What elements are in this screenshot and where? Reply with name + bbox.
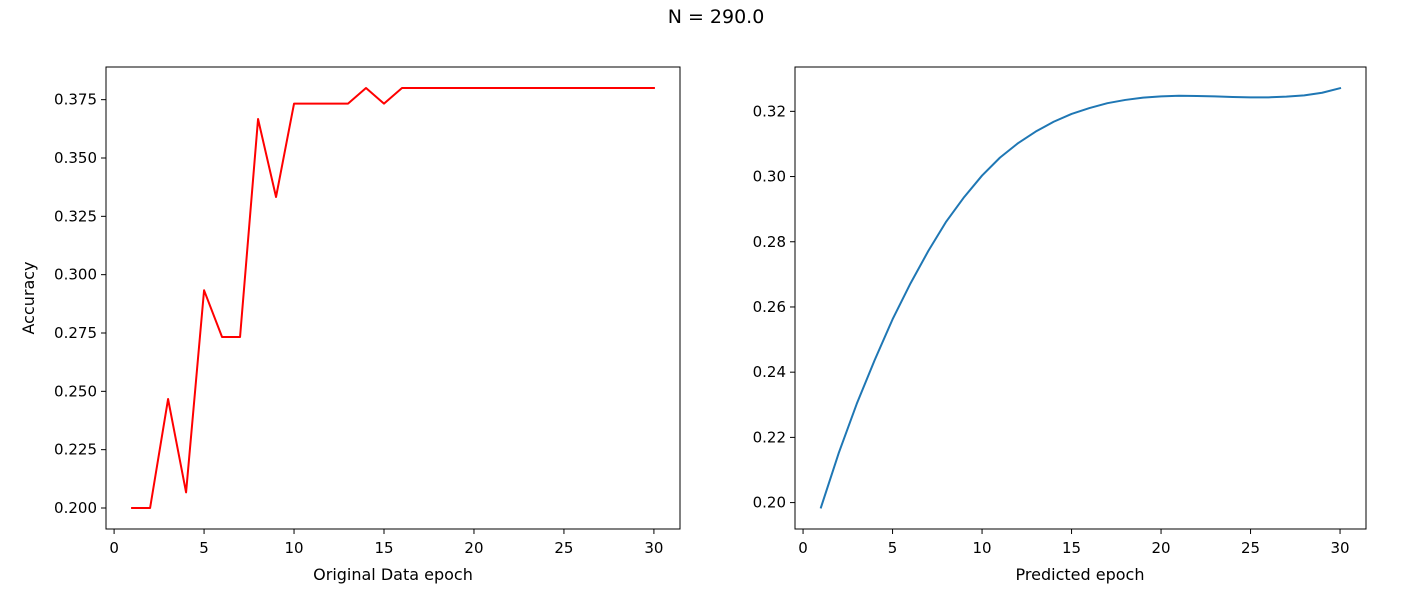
right-chart-xtick-label: 30 (1330, 539, 1349, 557)
left-chart-ytick-label: 0.325 (54, 207, 97, 225)
right-chart-predicted: Predicted epoch 0 5 10 15 20 25 30 0.20 0.22 0.24… (753, 66, 1367, 584)
left-chart-xtick-label: 15 (374, 539, 393, 557)
left-chart-accuracy-original: Original Data epoch Accuracy 0 5 10 15 20 25 3… (19, 66, 681, 584)
left-chart-ytick-label: 0.225 (54, 441, 97, 459)
left-chart-xtick-label: 25 (554, 539, 573, 557)
right-chart-ytick-label: 0.22 (753, 428, 786, 446)
right-chart-xlabel: Predicted epoch (1016, 565, 1145, 584)
right-chart-xtick-label: 15 (1062, 539, 1081, 557)
right-chart-ytick-label: 0.24 (753, 363, 786, 381)
left-chart-ytick-label: 0.300 (54, 266, 97, 284)
left-chart-ytick-label: 0.350 (54, 149, 97, 167)
left-chart-ylabel: Accuracy (19, 261, 38, 334)
figure-suptitle: N = 290.0 (668, 6, 765, 28)
right-chart-ytick-label: 0.20 (753, 494, 786, 512)
right-chart-ytick-label: 0.32 (753, 102, 786, 120)
left-chart-xtick-label: 0 (109, 539, 119, 557)
right-chart-xtick-label: 5 (888, 539, 898, 557)
left-chart-ytick-label: 0.250 (54, 382, 97, 400)
left-chart-xtick-label: 10 (284, 539, 303, 557)
right-chart-xtick-label: 25 (1241, 539, 1260, 557)
right-chart-axes-frame (794, 66, 1367, 530)
left-chart-ytick-label: 0.200 (54, 499, 97, 517)
left-chart-ytick-label: 0.375 (54, 91, 97, 109)
right-chart-ytick-label: 0.26 (753, 298, 786, 316)
right-chart-xtick-label: 20 (1152, 539, 1171, 557)
left-chart-ytick-label: 0.275 (54, 324, 97, 342)
right-chart-xtick-label: 0 (798, 539, 808, 557)
left-chart-axes-frame (105, 66, 681, 530)
left-chart-series-line-0 (131, 87, 655, 509)
left-chart-xtick-label: 5 (199, 539, 209, 557)
left-chart-xtick-label: 20 (464, 539, 483, 557)
right-chart-series-line-0 (819, 86, 1342, 509)
left-chart-xtick-label: 30 (644, 539, 663, 557)
left-chart-xlabel: Original Data epoch (313, 565, 473, 584)
right-chart-ytick-label: 0.30 (753, 168, 786, 186)
right-chart-ytick-label: 0.28 (753, 233, 786, 251)
right-chart-xtick-label: 10 (973, 539, 992, 557)
